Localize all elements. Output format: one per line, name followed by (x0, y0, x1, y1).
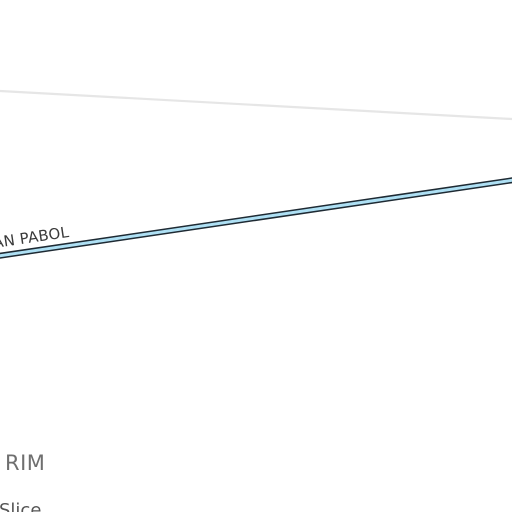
minor-road (0, 89, 512, 121)
place-label-slice: Slice (0, 500, 41, 512)
place-label-rim: RIM (5, 451, 45, 475)
highway-fill (0, 178, 512, 258)
highway[interactable] (0, 177, 512, 259)
